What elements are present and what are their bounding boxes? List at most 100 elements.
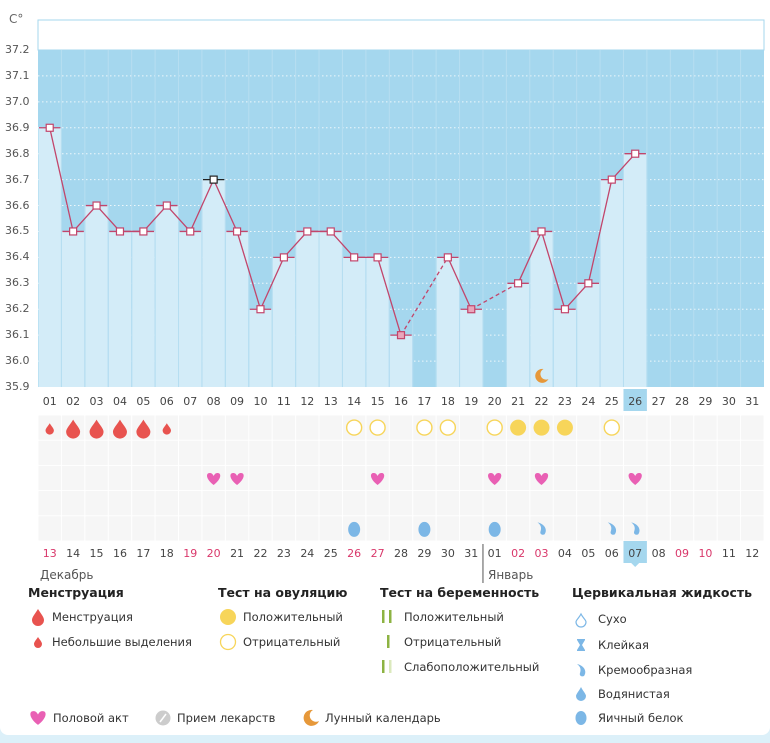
ovulation-negative-icon [416,419,433,436]
temperature-bar [366,257,389,387]
legend-ovulation-negative: Отрицательный [243,635,341,649]
cycle-day-label: 26 [628,395,642,408]
grid-cell [741,516,764,541]
temperature-marker [139,227,148,236]
calendar-date: 31 [464,547,478,560]
grid-cell [38,465,61,491]
y-tick-label: 36.8 [5,146,30,160]
grid-cell [366,491,389,516]
legend-heart-icon [30,711,46,725]
grid-cell [670,516,694,541]
temperature-bar [108,231,132,387]
temperature-marker [45,123,54,132]
legend-moon-calendar: Лунный календарь [325,711,441,725]
month-label-december: Декабрь [40,568,94,582]
grid-cell [296,465,319,491]
grid-cell [61,440,85,465]
grid-cell [38,491,61,516]
grid-cell [389,465,413,491]
grid-cell [436,440,460,465]
calendar-date-weekend: 02 [511,547,525,560]
legend-pill-icon [155,710,171,726]
temperature-marker [584,279,593,288]
grid-cell [694,516,717,541]
grid-cell [249,465,272,491]
temperature-bar [272,257,296,387]
y-tick-label: 35.9 [5,380,30,393]
grid-cell [670,491,694,516]
calendar-date: 22 [253,547,267,560]
legend-ovulation-title: Тест на овуляцию [218,585,348,600]
calendar-date: 07 [628,547,642,560]
grid-cell [319,440,342,465]
grid-cell [132,465,155,491]
cycle-day-label: 19 [464,395,478,408]
cycle-day-label: 18 [441,395,455,408]
grid-cell [38,516,61,541]
current-day-highlight [623,389,647,411]
grid-cell [61,516,85,541]
temperature-line-segment [236,231,262,310]
calendar-date: 28 [394,547,408,560]
ovulation-positive-icon [556,419,573,436]
calendar-date: 16 [113,547,127,560]
grid-cell [319,516,342,541]
ovulation-negative-icon [486,419,503,436]
temperature-line-segment [400,257,449,336]
cycle-day-label: 27 [652,395,666,408]
temperature-marker [115,227,125,236]
temperature-bar [506,283,530,387]
calendar-date: 30 [441,547,455,560]
grid-cell [600,465,623,491]
legend-cervical-title: Цервикальная жидкость [572,585,753,600]
grid-cell [717,465,741,491]
cycle-day-label: 13 [324,395,338,408]
temperature-line-segment [470,282,519,310]
grid-cell [694,440,717,465]
heart-icon [628,473,642,485]
calendar-date-weekend: 13 [43,547,57,560]
calendar-date-weekend: 20 [207,547,221,560]
temperature-bar [623,153,647,387]
legend-pregnancy-title: Тест на беременность [380,585,540,600]
cycle-day-label: 22 [535,395,549,408]
grid-cell [85,516,108,541]
calendar-date: 14 [66,547,80,560]
calendar-date-weekend: 27 [371,547,385,560]
calendar-date: 06 [605,547,619,560]
grid-cell [577,415,600,440]
temperature-bar [132,231,155,387]
cycle-day-label: 30 [722,395,736,408]
y-tick-label: 36.6 [5,198,30,212]
grid-cell [249,415,272,440]
grid-cell [389,516,413,541]
ovulation-negative-icon [345,419,363,436]
temperature-line-segment [587,179,613,284]
grid-cell [225,491,249,516]
cycle-day-label: 24 [581,395,595,408]
grid-cell [647,415,670,440]
temperature-marker [467,305,476,314]
legend-moon-icon [303,709,319,726]
creamy-icon [537,522,546,535]
calendar-date: 23 [277,547,291,560]
grid-cell [694,465,717,491]
grid-cell [741,415,764,440]
grid-cell [413,465,436,491]
cycle-day-label: 11 [277,395,291,408]
grid-cell [296,440,319,465]
menstruation-drop-icon [89,419,104,439]
egg-white-icon [488,521,501,537]
calendar-date: 04 [558,547,572,560]
grid-cell [460,465,483,491]
grid-cell [717,440,741,465]
grid-cell [202,415,225,440]
temperature-line-segment [49,127,74,232]
cycle-day-label: 07 [183,395,197,408]
temperature-marker [209,175,218,184]
chart-top-frame [37,19,765,51]
grid-cell [577,491,600,516]
grid-cell [460,440,483,465]
temperature-marker [279,253,289,262]
grid-cell [366,516,389,541]
